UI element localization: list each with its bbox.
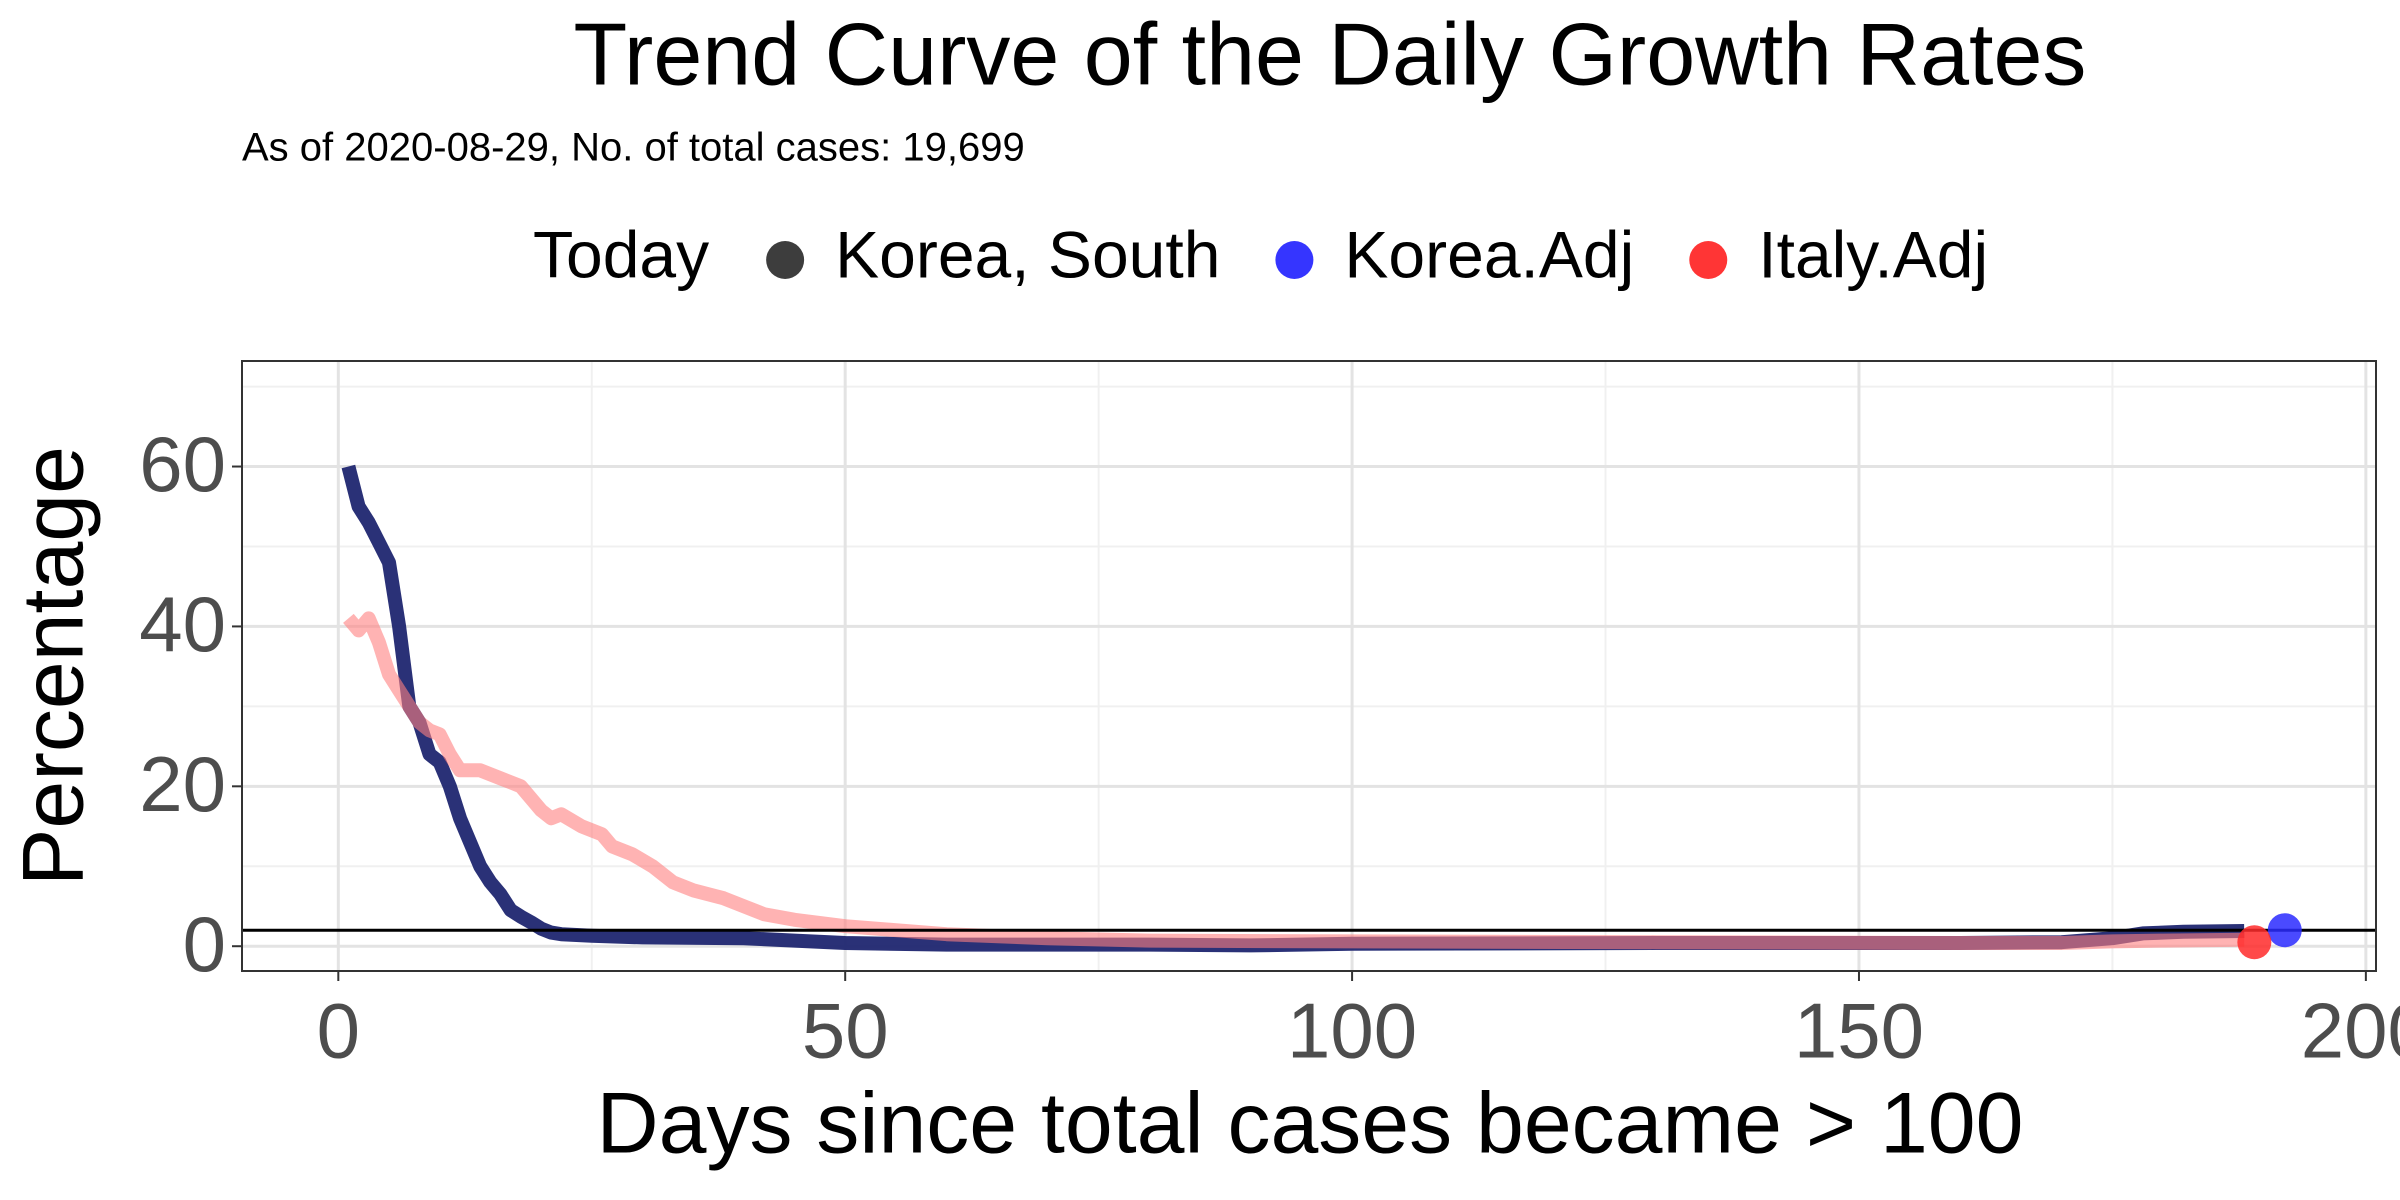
legend-marker	[1689, 241, 1728, 279]
x-tick-label: 0	[317, 987, 360, 1075]
x-tick-label: 50	[802, 987, 889, 1075]
legend-label: Korea.Adj	[1344, 217, 1634, 291]
chart-title: Trend Curve of the Daily Growth Rates	[574, 4, 2087, 103]
legend-marker	[1275, 241, 1314, 279]
x-tick-label: 150	[1794, 987, 1924, 1075]
x-tick-label: 200	[2301, 987, 2400, 1075]
y-axis-title: Percentage	[6, 446, 102, 886]
series-line	[343, 611, 2245, 950]
legend-marker	[766, 241, 805, 279]
legend-label: Italy.Adj	[1758, 217, 1988, 291]
legend-title: Today	[533, 217, 709, 291]
plot-border	[241, 360, 2377, 972]
x-axis-title: Days since total cases became > 100	[597, 1076, 2024, 1172]
legend-label: Korea, South	[835, 217, 1220, 291]
plot-area	[242, 361, 2376, 971]
y-tick-label: 60	[139, 420, 226, 508]
y-tick-label: 0	[183, 900, 226, 988]
chart-subtitle: As of 2020-08-29, No. of total cases: 19…	[242, 126, 1025, 170]
today-point	[2267, 913, 2302, 948]
y-tick-label: 20	[139, 740, 226, 828]
y-tick-label: 40	[139, 580, 226, 668]
today-point	[2237, 925, 2272, 960]
x-tick-label: 100	[1287, 987, 1417, 1075]
